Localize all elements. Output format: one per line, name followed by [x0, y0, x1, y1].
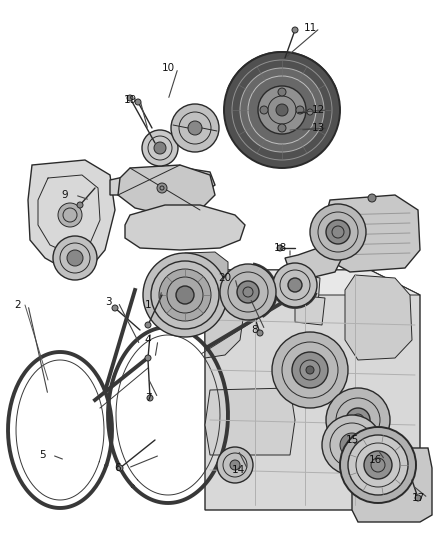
Circle shape: [260, 106, 268, 114]
Circle shape: [322, 415, 382, 475]
Text: 12: 12: [311, 105, 325, 115]
Polygon shape: [322, 195, 420, 272]
Circle shape: [230, 460, 240, 470]
Circle shape: [277, 245, 283, 251]
Circle shape: [292, 27, 298, 33]
Text: 18: 18: [273, 243, 286, 253]
Text: 16: 16: [368, 455, 381, 465]
Circle shape: [292, 352, 328, 388]
Text: 2: 2: [15, 300, 21, 310]
Circle shape: [348, 435, 408, 495]
Circle shape: [143, 253, 227, 337]
Circle shape: [326, 220, 350, 244]
Circle shape: [117, 465, 123, 471]
Circle shape: [296, 106, 304, 114]
Circle shape: [340, 433, 364, 457]
Circle shape: [154, 142, 166, 154]
Circle shape: [53, 236, 97, 280]
Circle shape: [273, 263, 317, 307]
Text: 14: 14: [231, 465, 245, 475]
Text: 17: 17: [411, 493, 424, 503]
Circle shape: [340, 427, 416, 503]
Text: 1: 1: [145, 300, 151, 310]
Circle shape: [278, 88, 286, 96]
Text: 6: 6: [115, 463, 121, 473]
Polygon shape: [345, 275, 412, 360]
Text: 9: 9: [62, 190, 68, 200]
Circle shape: [368, 194, 376, 202]
Text: 4: 4: [145, 335, 151, 345]
Polygon shape: [285, 248, 342, 278]
Polygon shape: [118, 165, 215, 215]
Text: 5: 5: [39, 450, 45, 460]
Circle shape: [346, 408, 370, 432]
Circle shape: [415, 495, 421, 501]
Polygon shape: [205, 388, 295, 455]
Polygon shape: [288, 272, 320, 305]
Circle shape: [127, 95, 133, 101]
Circle shape: [240, 68, 324, 152]
Text: 20: 20: [219, 273, 232, 283]
Polygon shape: [110, 168, 215, 195]
Circle shape: [306, 366, 314, 374]
Circle shape: [67, 250, 83, 266]
Circle shape: [258, 86, 306, 134]
Circle shape: [364, 451, 392, 479]
Circle shape: [224, 52, 340, 168]
Circle shape: [147, 395, 153, 401]
Circle shape: [77, 202, 83, 208]
Polygon shape: [125, 205, 245, 250]
Circle shape: [257, 330, 263, 336]
Circle shape: [217, 447, 253, 483]
Circle shape: [176, 286, 194, 304]
Polygon shape: [295, 295, 325, 325]
Text: 8: 8: [252, 325, 258, 335]
Circle shape: [220, 264, 276, 320]
Circle shape: [112, 305, 118, 311]
Text: 10: 10: [162, 63, 175, 73]
Text: 11: 11: [304, 23, 317, 33]
Polygon shape: [352, 448, 432, 522]
Circle shape: [307, 109, 313, 115]
Circle shape: [58, 203, 82, 227]
Circle shape: [145, 355, 151, 361]
Polygon shape: [28, 160, 115, 272]
Circle shape: [145, 322, 151, 328]
Circle shape: [310, 204, 366, 260]
Text: 3: 3: [105, 297, 111, 307]
Text: 15: 15: [346, 435, 359, 445]
Polygon shape: [175, 252, 228, 305]
Circle shape: [278, 124, 286, 132]
Circle shape: [276, 104, 288, 116]
Polygon shape: [205, 295, 245, 358]
Circle shape: [135, 99, 141, 105]
Circle shape: [157, 183, 167, 193]
Polygon shape: [205, 270, 420, 295]
Text: 19: 19: [124, 95, 137, 105]
Circle shape: [237, 281, 259, 303]
Circle shape: [288, 278, 302, 292]
Circle shape: [159, 269, 211, 321]
Text: 7: 7: [145, 393, 151, 403]
Circle shape: [171, 104, 219, 152]
Circle shape: [142, 130, 178, 166]
Polygon shape: [205, 270, 420, 510]
Circle shape: [326, 388, 390, 452]
Circle shape: [188, 121, 202, 135]
Circle shape: [272, 332, 348, 408]
Text: 13: 13: [311, 123, 325, 133]
